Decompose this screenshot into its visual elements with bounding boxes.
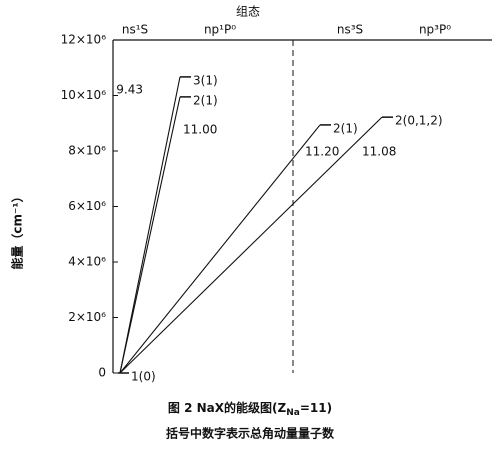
level-label: 2(0,1,2) <box>395 114 443 128</box>
caption-text: =11) <box>300 401 332 415</box>
level-label: 2(1) <box>193 93 218 107</box>
column-label: np¹P⁰ <box>204 23 236 37</box>
level-label: 2(1) <box>333 121 358 135</box>
y-tick-label: 8×10⁶ <box>68 144 106 158</box>
column-label: np³P⁰ <box>419 23 451 37</box>
caption-line: 括号中数字表示总角动量量子数 <box>166 426 335 441</box>
y-tick-label: 6×10⁶ <box>68 199 106 213</box>
level-label: 1(0) <box>131 370 156 384</box>
caption-sub: Na <box>286 408 300 418</box>
header: 组态 <box>236 5 260 19</box>
caption: 图 2 NaX的能级图(ZNa=11) <box>168 400 332 418</box>
transition <box>119 116 383 374</box>
y-tick-label: 12×10⁶ <box>61 33 107 47</box>
level-note: 11.00 <box>183 123 217 137</box>
level-note: 11.20 <box>305 145 339 159</box>
column-label: ns¹S <box>122 23 148 37</box>
column-label: ns³S <box>337 23 363 37</box>
transition <box>119 76 181 374</box>
y-tick-label: 2×10⁶ <box>68 310 106 324</box>
y-tick-label: 4×10⁶ <box>68 255 106 269</box>
y-axis-label: 能量（cm⁻¹） <box>10 190 25 269</box>
y-tick-label: 10×10⁶ <box>61 88 107 102</box>
transition <box>119 124 321 374</box>
y-tick-label: 0 <box>98 366 106 380</box>
level-note: 11.08 <box>362 145 396 159</box>
level-label: 3(1) <box>193 73 218 87</box>
caption-text: 图 2 NaX的能级图(Z <box>168 400 287 415</box>
transition <box>119 96 181 374</box>
level-note: 9.43 <box>116 83 143 97</box>
